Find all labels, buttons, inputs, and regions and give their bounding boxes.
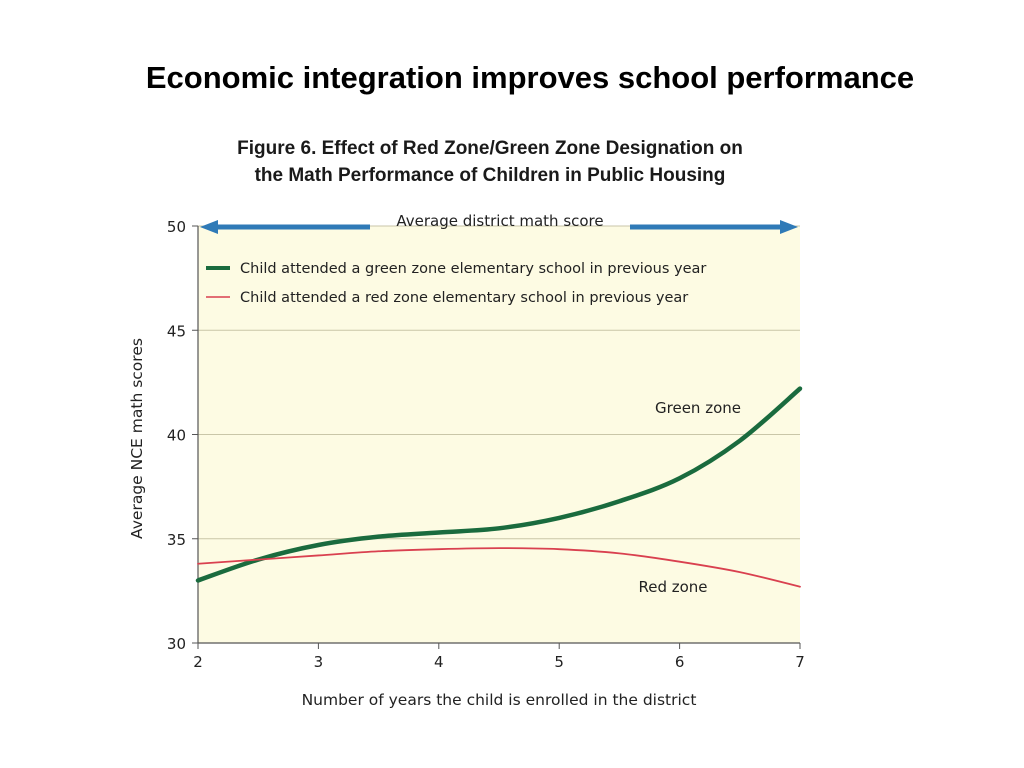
reference-arrowhead-right <box>780 220 798 234</box>
chart-title-line-1: Figure 6. Effect of Red Zone/Green Zone … <box>237 138 743 159</box>
x-tick-label: 7 <box>795 653 805 671</box>
series-label-red-zone: Red zone <box>638 578 707 596</box>
legend-label: Child attended a red zone elementary sch… <box>240 290 688 306</box>
x-axis-label: Number of years the child is enrolled in… <box>302 691 697 709</box>
y-tick-label: 50 <box>167 218 186 236</box>
chart-title: Figure 6. Effect of Red Zone/Green Zone … <box>140 135 840 189</box>
x-tick-label: 3 <box>314 653 324 671</box>
reference-arrowhead-left <box>200 220 218 234</box>
y-tick-label: 30 <box>167 635 186 653</box>
series-line-red-zone <box>197 547 801 588</box>
x-tick-label: 5 <box>554 653 564 671</box>
series-line-green-zone <box>195 386 803 583</box>
slide-title: Economic integration improves school per… <box>145 60 915 95</box>
x-tick-label: 6 <box>675 653 685 671</box>
chart-title-line-2: the Math Performance of Children in Publ… <box>254 165 726 186</box>
x-tick-label: 2 <box>193 653 203 671</box>
reference-line-label: Average district math score <box>396 212 603 230</box>
y-tick-label: 40 <box>167 427 186 445</box>
series-label-green-zone: Green zone <box>655 399 741 417</box>
y-tick-label: 35 <box>167 531 186 549</box>
x-tick-label: 4 <box>434 653 444 671</box>
legend-label: Child attended a green zone elementary s… <box>240 261 706 277</box>
y-axis-label: Average NCE math scores <box>128 338 146 539</box>
y-tick-label: 45 <box>167 322 186 340</box>
